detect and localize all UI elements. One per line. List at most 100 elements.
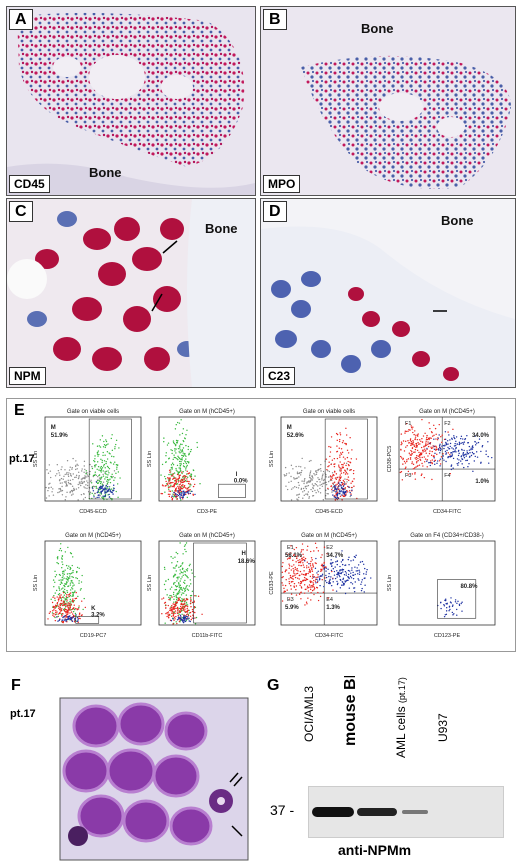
bone-label-b: Bone: [361, 21, 394, 36]
antibody-label: anti-NPMm: [338, 842, 412, 858]
quadrant-pct: 58.1%: [285, 553, 303, 559]
flow-plot-title: Gate on F4 (CD34+/CD38-): [410, 533, 484, 539]
panel-d-image: [261, 199, 515, 387]
flow-plot-ylabel: SS Lin: [33, 451, 39, 467]
panel-b-histology: B MPO Bone: [260, 6, 516, 196]
quadrant-label: F4: [444, 473, 450, 479]
flow-plot-title: Gate on viable cells: [303, 409, 355, 415]
panel-b-image: [261, 7, 515, 195]
quadrant-label: E2: [326, 545, 333, 551]
panel-label-f: F: [6, 676, 26, 695]
stain-label-c23: C23: [263, 367, 296, 385]
quadrant-label: F3: [405, 473, 411, 479]
panel-a-histology: A CD45 Bone: [6, 6, 256, 196]
flow-plot-title: Gate on M (hCD45+): [179, 409, 235, 415]
gate-pct: 80.8%: [460, 584, 478, 590]
quadrant-label: E1: [287, 545, 294, 551]
flow-plot-7: [280, 540, 378, 626]
flow-plot-1: [44, 416, 142, 502]
lane-label-aml-cells: AML cells (pt.17): [394, 677, 408, 758]
flow-plot-title: Gate on M (hCD45+): [179, 533, 235, 539]
stain-label-cd45: CD45: [9, 175, 50, 193]
quadrant-pct: 5.9%: [285, 605, 299, 611]
flow-plot-title: Gate on M (hCD45+): [301, 533, 357, 539]
flow-plot-xlabel: CD34-FITC: [315, 633, 343, 639]
band-aml-cells: [402, 810, 428, 814]
patient-label-f: pt.17: [10, 708, 36, 720]
flow-plot-xlabel: CD3-PE: [197, 509, 218, 515]
bone-label-c: Bone: [205, 221, 238, 236]
panel-label-e: E: [9, 401, 30, 420]
plot-frame: [158, 416, 256, 502]
flow-plot-ylabel: CD33-PE: [269, 571, 275, 595]
panel-g-western: G OCI/AML3 mouse BM AML cells (pt.17) U9…: [262, 676, 514, 862]
quadrant-label: F1: [405, 421, 411, 427]
bone-label-d: Bone: [441, 213, 474, 228]
panel-d-histology: D C23 Bone: [260, 198, 516, 388]
band-mouse-bm: [357, 808, 397, 816]
panel-label-b: B: [263, 9, 287, 30]
flow-plot-ylabel: SS Lin: [33, 575, 39, 591]
panel-f-cytology: F pt.17: [6, 676, 250, 862]
stain-label-npm: NPM: [9, 367, 46, 385]
flow-plot-title: Gate on viable cells: [67, 409, 119, 415]
flow-plot-title: Gate on M (hCD45+): [419, 409, 475, 415]
flow-plot-xlabel: CD123-PE: [434, 633, 461, 639]
quadrant-pct: 1.0%: [475, 479, 489, 485]
flow-plot-2: [158, 416, 256, 502]
lane-label-mouse-bm: mouse BM: [342, 676, 359, 746]
gate-pct: 0.0%: [234, 479, 248, 485]
panel-a-image: [7, 7, 255, 195]
quadrant-label: E3: [287, 597, 294, 603]
panel-e-flow: E pt.17 Gate on viable cells CD45-ECD SS L…: [6, 398, 516, 652]
flow-plot-3: [280, 416, 378, 502]
flow-plot-title: Gate on M (hCD45+): [65, 533, 121, 539]
gate-pct: 18.6%: [238, 559, 256, 565]
flow-plot-ylabel: SS Lin: [147, 451, 153, 467]
plot-frame: [44, 540, 142, 626]
lane-label-oci-aml3: OCI/AML3: [302, 685, 316, 742]
panel-label-d: D: [263, 201, 287, 222]
panel-label-c: C: [9, 201, 33, 222]
stain-label-mpo: MPO: [263, 175, 301, 193]
lane-label-aml-patient: (pt.17): [397, 677, 407, 704]
bone-label-a: Bone: [89, 165, 122, 180]
flow-plot-4: [398, 416, 496, 502]
plot-frame: [398, 416, 496, 502]
quadrant-pct: 34.7%: [326, 553, 344, 559]
quadrant-label: E4: [326, 597, 333, 603]
flow-plot-ylabel: SS Lin: [387, 575, 393, 591]
flow-plot-xlabel: CD45-ECD: [79, 509, 107, 515]
gate-pct: 3.2%: [91, 613, 105, 619]
flow-plot-ylabel: SS Lin: [269, 451, 275, 467]
flow-plot-xlabel: CD45-ECD: [315, 509, 343, 515]
flow-plots: Gate on viable cells CD45-ECD SS Lin M 51.9%…: [33, 409, 496, 639]
flow-plot-8: [398, 540, 496, 626]
gate-label: M: [51, 425, 56, 431]
gate-label: M: [287, 425, 292, 431]
gate-label: H: [242, 551, 246, 557]
flow-plot-ylabel: SS Lin: [147, 575, 153, 591]
lane-label-aml-cells-text: AML cells: [394, 706, 408, 758]
lane-label-u937: U937: [436, 713, 450, 742]
panel-c-image: [7, 199, 255, 387]
panel-c-histology: C NPM Bone: [6, 198, 256, 388]
plot-frame: [398, 540, 496, 626]
quadrant-pct: 1.3%: [326, 605, 340, 611]
gate-pct: 51.9%: [51, 433, 69, 439]
flow-plot-xlabel: CD11b-FITC: [192, 633, 223, 639]
quadrant-pct: 34.0%: [472, 433, 490, 439]
flow-plot-xlabel: CD19-PC7: [80, 633, 107, 639]
patient-label-e: pt.17: [9, 453, 35, 465]
flow-plot-5: [44, 540, 142, 626]
gate-label: I: [236, 472, 238, 478]
flow-plot-6: [158, 540, 256, 626]
quadrant-label: F2: [444, 421, 450, 427]
mw-marker-37: 37 -: [270, 802, 295, 818]
flow-plot-xlabel: CD34-FITC: [433, 509, 461, 515]
band-oci-aml3: [312, 807, 354, 817]
panel-label-a: A: [9, 9, 33, 30]
panel-f-image: [59, 697, 249, 861]
panel-label-g: G: [262, 676, 285, 695]
gate-label: K: [91, 606, 96, 612]
